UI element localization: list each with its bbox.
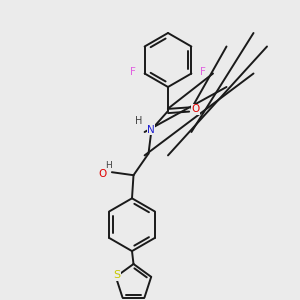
Text: O: O xyxy=(191,104,200,115)
Text: H: H xyxy=(135,116,142,126)
Text: H: H xyxy=(106,161,112,170)
Text: F: F xyxy=(200,67,206,77)
Text: N: N xyxy=(147,124,155,135)
Text: O: O xyxy=(99,169,107,179)
Text: F: F xyxy=(130,67,136,77)
Text: S: S xyxy=(114,270,121,280)
